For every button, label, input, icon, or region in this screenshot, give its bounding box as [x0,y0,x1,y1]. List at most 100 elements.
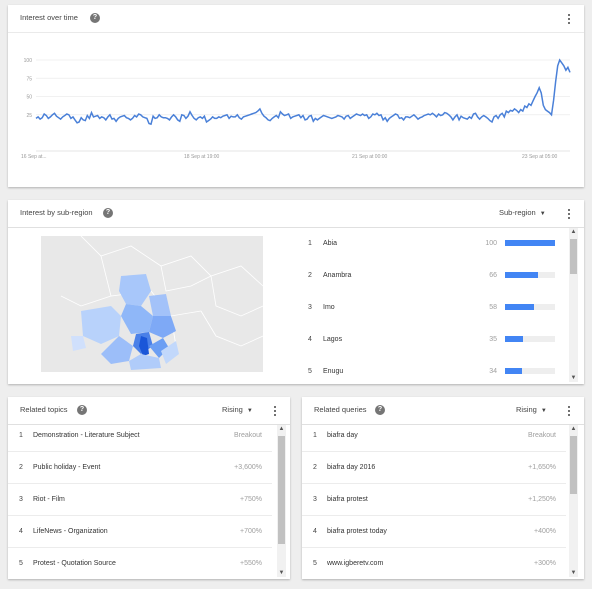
list-item[interactable]: 5 www.igberetv.com +300% [302,548,566,580]
scroll-down-icon[interactable]: ▼ [278,570,285,576]
topic-value: Breakout [233,432,262,439]
query-label: biafra day [327,432,358,439]
list-item[interactable]: 1 Demonstration - Literature Subject Bre… [8,420,272,452]
card-header: Interest by sub-region ? Sub-region ▼ [8,200,584,228]
x-tick-label: 23 Sep at 05:00 [522,154,558,160]
dropdown-label: Sub-region [499,208,536,217]
y-tick-label: 75 [26,76,32,82]
related-topics-list: 1 Demonstration - Literature Subject Bre… [8,420,272,579]
scroll-down-icon[interactable]: ▼ [570,375,577,381]
scroll-thumb[interactable] [570,436,577,494]
card-title: Interest by sub-region [20,208,93,217]
divider [8,515,272,516]
rank: 4 [308,336,312,343]
topic-value: +700% [240,528,262,535]
scroll-up-icon[interactable]: ▲ [570,229,577,235]
state-shape [71,336,86,351]
card-title: Interest over time [20,13,78,22]
state-shape [149,294,171,316]
list-item[interactable]: 1 Abia 100 [298,228,560,260]
help-icon[interactable]: ? [103,208,113,218]
query-value: Breakout [527,432,556,439]
caret-down-icon: ▼ [246,408,253,414]
rank: 1 [313,432,317,439]
more-vert-icon[interactable] [566,405,572,417]
x-axis-tick-labels: 16 Sep at... 18 Sep at 19:00 21 Sep at 00:… [21,154,558,160]
subregion-dropdown[interactable]: Sub-region ▼ [499,208,546,217]
interest-over-time-card: Interest over time ? 100 75 50 25 16 Sep at… [8,5,584,187]
divider [8,547,272,548]
bar-fill [505,304,534,310]
list-item[interactable]: 1 biafra day Breakout [302,420,566,452]
topic-label: Demonstration - Literature Subject [33,432,140,439]
list-item[interactable]: 4 Lagos 35 [298,324,560,356]
topics-scrollbar[interactable]: ▲ ▼ [277,425,286,577]
list-item[interactable]: 2 Public holiday - Event +3,600% [8,452,272,484]
queries-scrollbar[interactable]: ▲ ▼ [569,425,578,577]
rank: 1 [308,240,312,247]
list-item[interactable]: 4 biafra protest today +400% [302,516,566,548]
state-shape [101,336,133,364]
rank: 2 [313,464,317,471]
list-item[interactable]: 3 biafra protest +1,250% [302,484,566,516]
chart-gridlines [36,59,570,152]
bar-fill [505,240,555,246]
topic-value: +550% [240,560,262,567]
bar-track [505,336,555,342]
x-tick-label: 16 Sep at... [21,154,47,160]
divider [8,451,272,452]
list-item[interactable]: 4 LifeNews - Organization +700% [8,516,272,548]
help-icon[interactable]: ? [90,13,100,23]
rank: 4 [19,528,23,535]
caret-down-icon: ▼ [539,211,546,217]
help-icon[interactable]: ? [77,405,87,415]
interest-by-subregion-card: Interest by sub-region ? Sub-region ▼ [8,200,584,384]
scroll-up-icon[interactable]: ▲ [570,426,577,432]
scroll-up-icon[interactable]: ▲ [278,426,285,432]
interest-line-chart: 100 75 50 25 16 Sep at... 18 Sep at 19:00 21 … [21,58,571,160]
state-shapes [71,274,179,370]
more-vert-icon[interactable] [272,405,278,417]
divider [8,483,272,484]
related-queries-card: Related queries ? Rising ▼ 1 biafra day B… [302,397,584,579]
rank: 3 [19,496,23,503]
query-label: biafra protest today [327,528,387,535]
list-item[interactable]: 5 Enugu 34 [298,356,560,388]
bar-track [505,272,555,278]
list-item[interactable]: 2 biafra day 2016 +1,650% [302,452,566,484]
rank: 1 [19,432,23,439]
scroll-thumb[interactable] [570,239,577,274]
region-name: Anambra [323,272,352,279]
query-value: +1,650% [528,464,556,471]
rank: 3 [308,304,312,311]
list-item[interactable]: 3 Riot - Film +750% [8,484,272,516]
card-header: Interest over time ? [8,5,584,33]
bar-track [505,240,555,246]
topic-label: Riot - Film [33,496,65,503]
scroll-thumb[interactable] [278,436,285,544]
card-header: Related queries ? Rising ▼ [302,397,584,425]
y-tick-label: 50 [26,95,32,101]
rising-dropdown[interactable]: Rising ▼ [222,405,253,414]
subregion-map[interactable] [41,236,263,372]
y-tick-label: 100 [24,58,33,64]
list-item[interactable]: 2 Anambra 66 [298,260,560,292]
region-value: 58 [489,304,497,311]
state-shape [81,306,121,344]
more-vert-icon[interactable] [566,208,572,220]
region-name: Imo [323,304,335,311]
region-name: Lagos [323,336,343,343]
rank: 5 [313,560,317,567]
subregion-scrollbar[interactable]: ▲ ▼ [569,228,578,382]
help-icon[interactable]: ? [375,405,385,415]
state-shape [119,274,151,306]
list-item[interactable]: 5 Protest - Quotation Source +550% [8,548,272,580]
scroll-down-icon[interactable]: ▼ [570,570,577,576]
list-item[interactable]: 3 Imo 58 [298,292,560,324]
more-vert-icon[interactable] [566,13,572,25]
bar-fill [505,368,522,374]
rising-dropdown[interactable]: Rising ▼ [516,405,547,414]
y-axis-tick-labels: 100 75 50 25 [24,58,33,119]
card-title: Related topics [20,405,68,414]
state-shape [139,336,149,356]
